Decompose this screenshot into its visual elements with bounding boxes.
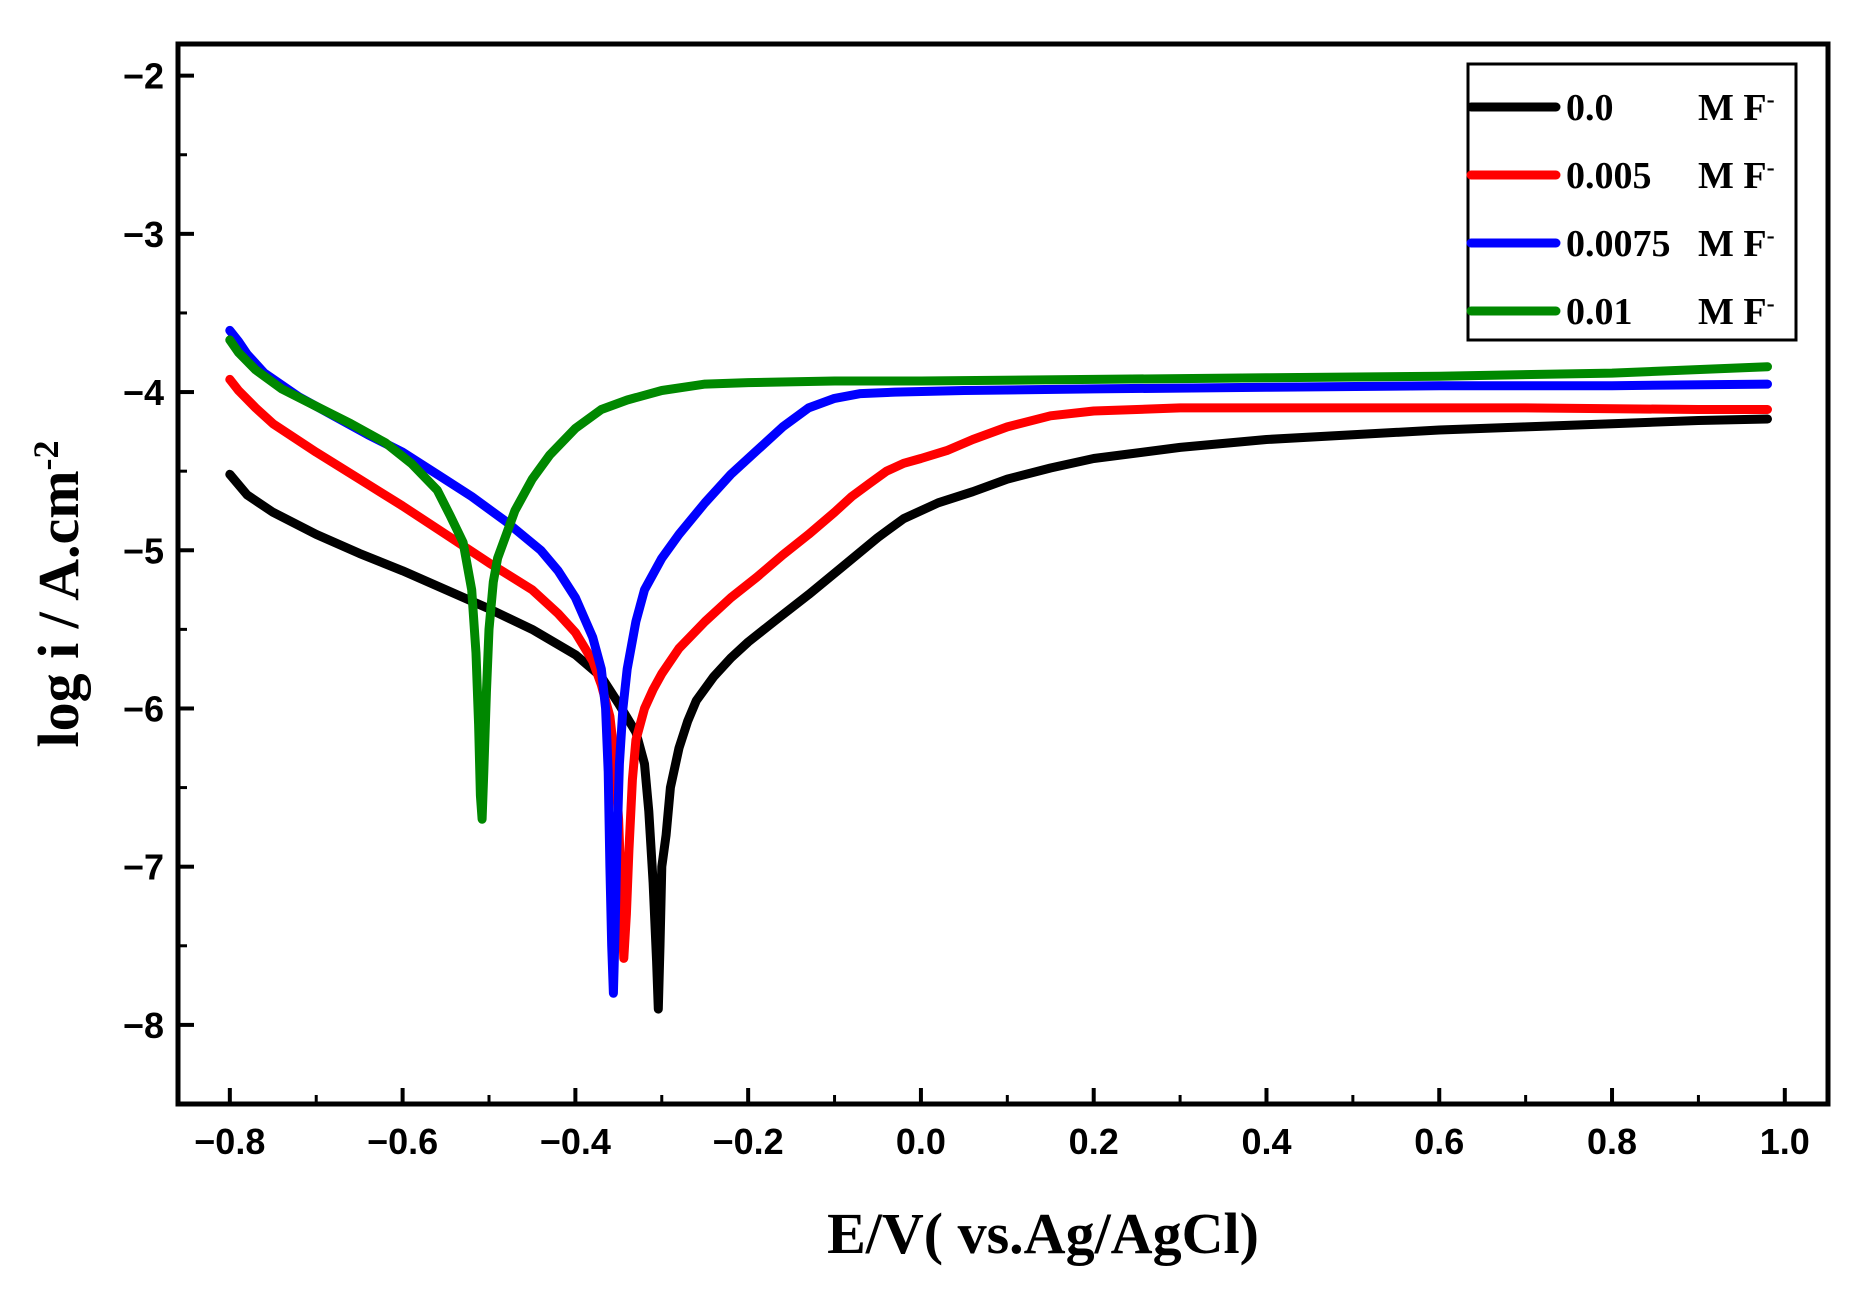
legend-concentration: 0.01	[1566, 291, 1633, 333]
y-tick-label: −7	[123, 847, 164, 888]
x-tick-label: 0.4	[1241, 1121, 1291, 1162]
legend-unit-text: M F	[1698, 223, 1767, 265]
plot-frame	[175, 41, 1831, 1107]
legend-unit-superscript: -	[1767, 223, 1775, 249]
x-tick-label: −0.8	[194, 1121, 265, 1162]
y-axis-title-superscript: -2	[26, 440, 66, 470]
y-axis-title-main: log i / A.cm	[26, 470, 91, 747]
tick-layer: −0.8 −0.6 −0.4 −0.2 0.0 0.2 0.4 0.6 0.8 1.0 −2 −3 −4…	[123, 56, 1810, 1162]
legend-item: 0.005 M F-	[1466, 155, 1775, 197]
y-tick-label: −4	[123, 372, 164, 413]
legend-item: 0.0 M F-	[1466, 87, 1775, 129]
legend-unit: M F-	[1698, 223, 1775, 265]
legend-concentration: 0.0075	[1566, 223, 1671, 265]
x-tick-label: 1.0	[1760, 1121, 1810, 1162]
legend-unit: M F-	[1698, 87, 1775, 129]
legend-unit-text: M F	[1698, 87, 1767, 129]
legend-items: 0.0 M F-0.005 M F-0.0075 M F-0.01 M F-	[1466, 87, 1775, 333]
series-line-0	[225, 414, 1772, 1014]
y-tick-label: −3	[123, 214, 164, 255]
legend-unit-text: M F	[1698, 291, 1767, 333]
x-tick-label: 0.6	[1414, 1121, 1464, 1162]
legend-item: 0.01 M F-	[1466, 291, 1775, 333]
x-tick-label: −0.4	[540, 1121, 611, 1162]
x-axis-title: E/V( vs.Ag/AgCl)	[827, 1201, 1259, 1266]
y-tick-label: −8	[123, 1005, 164, 1046]
legend: 0.0 M F-0.005 M F-0.0075 M F-0.01 M F-	[1466, 62, 1798, 342]
y-tick-label: −6	[123, 688, 164, 729]
x-tick-label: 0.8	[1587, 1121, 1637, 1162]
x-tick-label: −0.2	[713, 1121, 784, 1162]
legend-unit-superscript: -	[1767, 291, 1775, 317]
legend-concentration: 0.005	[1566, 155, 1652, 197]
y-axis-title: log i / A.cm-2	[26, 440, 91, 747]
y-tick-label: −5	[123, 530, 164, 571]
x-tick-label: 0.2	[1069, 1121, 1119, 1162]
x-tick-label: 0.0	[896, 1121, 946, 1162]
svg-text:log i / A.cm-2: log i / A.cm-2	[26, 440, 91, 747]
series-line-1	[225, 374, 1772, 963]
legend-unit: M F-	[1698, 291, 1775, 333]
series-line-3	[225, 335, 1772, 824]
legend-item: 0.0075 M F-	[1466, 223, 1775, 265]
legend-unit: M F-	[1698, 155, 1775, 197]
legend-unit-text: M F	[1698, 155, 1767, 197]
legend-unit-superscript: -	[1767, 87, 1775, 113]
series-layer	[225, 325, 1772, 1014]
x-tick-label: −0.6	[367, 1121, 438, 1162]
legend-concentration: 0.0	[1566, 87, 1614, 129]
y-tick-label: −2	[123, 56, 164, 97]
legend-unit-superscript: -	[1767, 155, 1775, 181]
